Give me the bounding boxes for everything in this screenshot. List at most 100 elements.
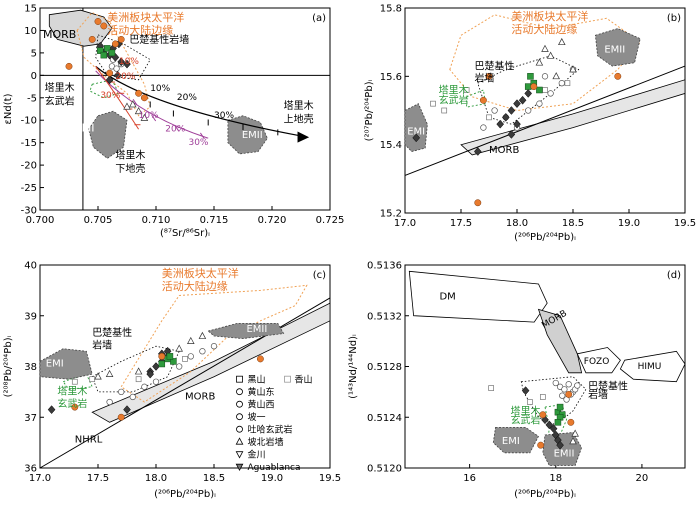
curve-tick	[199, 132, 205, 140]
legend-circle-marker	[236, 388, 243, 396]
pacific-label-1: 美洲板块太平洋	[107, 10, 184, 24]
dm-label: DM	[439, 291, 455, 302]
dark-diamond-point	[524, 89, 533, 98]
dark-diamond-point	[105, 75, 114, 85]
red-percent-label: 20%	[115, 72, 135, 82]
open-triangle-point	[94, 372, 102, 380]
open-triangle-point	[558, 37, 566, 46]
tarim-upper-crust-label-1: 塔里木	[284, 99, 314, 112]
emi-field	[492, 427, 540, 454]
y-tick-label: -25	[21, 183, 37, 194]
x-tick-label: 18.5	[562, 218, 584, 229]
open-triangle-point	[175, 344, 183, 352]
tarim-lower-crust-label-1: 塔里木	[115, 148, 145, 161]
purple-percent-label: 10%	[139, 111, 159, 121]
orange-circle-point	[94, 18, 102, 25]
emii-label: EMII	[604, 44, 625, 55]
green-square-point	[527, 73, 534, 80]
orange-circle-point	[158, 352, 166, 360]
emii-field	[207, 323, 285, 340]
nhrl-label: NHRL	[75, 435, 103, 446]
orange-circle-point	[565, 390, 573, 398]
x-tick-label: 16	[463, 473, 476, 484]
y-tick-label: -30	[21, 206, 37, 217]
tarim-basalt-label-1: 塔里木	[45, 81, 75, 94]
orange-circle-point	[100, 22, 108, 30]
x-tick-label: 0.715	[200, 215, 229, 226]
legend-triangle-marker	[235, 437, 244, 445]
green-square-point	[170, 358, 177, 365]
y-tick-label: -10	[21, 116, 37, 127]
orange-circle-point	[117, 413, 125, 421]
tarim-basalt-envelope	[466, 89, 487, 108]
bachu-dyke-label-1: 巴楚基性	[588, 379, 628, 392]
open-square-point	[488, 385, 495, 391]
y-tick-label: 15.8	[380, 4, 402, 15]
bachu-dyke-label-2: 岩墙	[474, 71, 494, 84]
orange-circle-point	[88, 35, 96, 43]
panel-b: 17.0 17.5 18.0 18.5 19.0 19.5 15.2 15.4 15.6 15.8…	[364, 4, 696, 244]
orange-circle-point	[135, 89, 143, 97]
bachu-dyke-envelope	[477, 55, 580, 125]
emi-label: EMI	[46, 359, 64, 370]
bachu-dyke-envelope	[91, 345, 180, 393]
open-circle-point	[141, 383, 148, 390]
dark-diamond-point	[549, 424, 558, 434]
open-square-point	[89, 376, 96, 383]
green-square-point	[108, 49, 116, 57]
x-tick-label: 17.0	[394, 218, 416, 229]
bachu-dyke-label-1: 巴楚基性	[92, 326, 132, 339]
x-tick-label: 0.705	[84, 215, 113, 226]
bachu-dyke-label-2: 岩墙	[588, 388, 608, 401]
curve-tick	[151, 114, 157, 122]
y-tick-label: -20	[21, 161, 37, 172]
open-triangle-point	[571, 429, 579, 437]
red-mixing-curve	[95, 66, 140, 130]
tarim-basalt-label-2: 玄武岩	[57, 397, 87, 410]
pacific-label-2: 活动大陆边缘	[107, 23, 173, 37]
x-tick-label: 0.720	[258, 215, 287, 226]
curve-tick	[174, 125, 180, 132]
y-tick-label: 0.5128	[367, 362, 402, 373]
y-axis-title: (¹⁴³Nd/¹⁴⁴Nd)ᵢ	[348, 334, 359, 399]
pacific-label-1: 美洲板块太平洋	[162, 266, 239, 280]
dark-diamond-point	[123, 59, 131, 69]
x-tick-label: 19.0	[618, 218, 640, 229]
black-percent-label: 10%	[150, 84, 170, 94]
y-tick-label: 15	[24, 4, 37, 15]
morb-label: MORB	[185, 391, 215, 402]
open-triangle-point	[569, 437, 577, 445]
tarim-basalt-label-2: 玄武岩	[45, 95, 75, 108]
morb-field	[460, 79, 686, 156]
open-triangle-point	[535, 58, 544, 66]
bachu-dyke-envelope	[95, 34, 151, 81]
bachu-dyke-label: 巴楚基性岩墙	[129, 33, 189, 46]
dark-diamond-point	[507, 106, 516, 115]
open-circle-point	[113, 65, 120, 72]
x-axis-title: (²⁰⁶Pb/²⁰⁴Pb)ᵢ	[514, 489, 576, 500]
legend-label: 坡北岩墙	[248, 436, 284, 448]
x-tick-label: 0.710	[142, 215, 171, 226]
green-square-point	[158, 360, 166, 368]
open-circle-point	[129, 393, 136, 401]
x-tick-label: 0.725	[316, 215, 345, 226]
open-circle-point	[565, 381, 572, 388]
emi-label: EMI	[502, 436, 520, 447]
open-circle-point	[559, 392, 566, 399]
x-tick-label: 17.5	[87, 473, 109, 484]
tarim-upper-crust-label-2: 上地壳	[284, 112, 314, 125]
emi-field	[404, 103, 428, 152]
open-square-point	[430, 100, 436, 107]
open-circle-point	[552, 379, 559, 387]
dark-diamond-point	[123, 405, 131, 415]
open-circle-point	[541, 73, 549, 80]
green-square-point	[524, 83, 532, 90]
emii-label: EMII	[554, 449, 575, 460]
arrow-head	[297, 131, 310, 143]
y-tick-label: 15.6	[380, 72, 402, 83]
open-circle-point	[574, 382, 581, 389]
x-tick-label: 19.5	[674, 218, 696, 229]
bachu-dyke-label-1: 巴楚基性	[474, 60, 514, 73]
